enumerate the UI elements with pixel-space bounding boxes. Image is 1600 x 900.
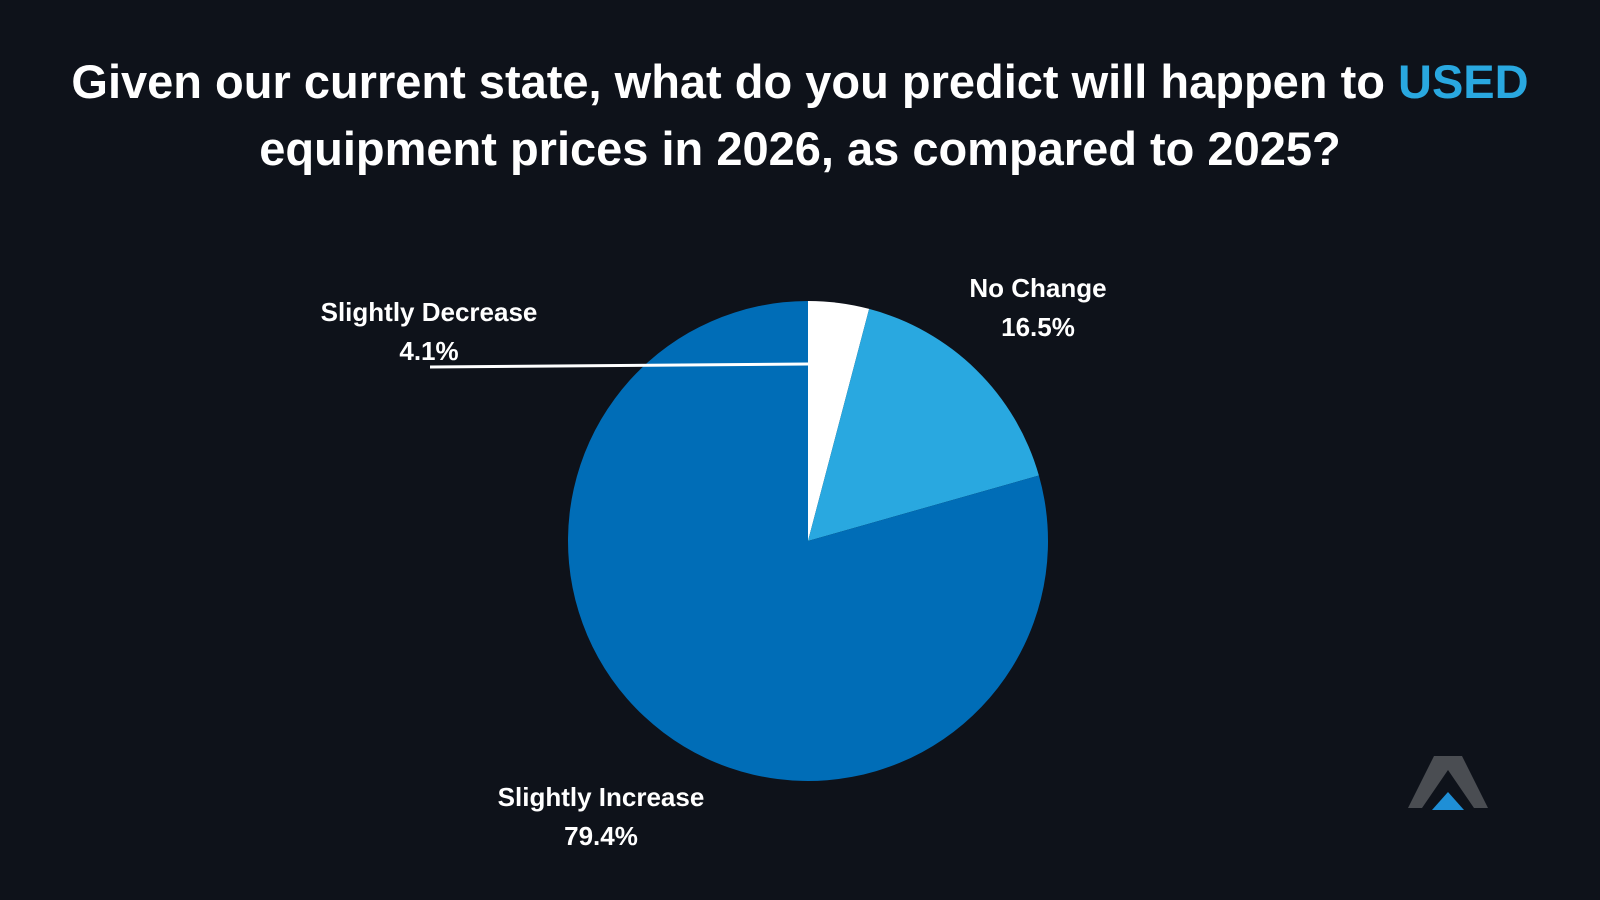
logo-inner-peak bbox=[1432, 792, 1464, 810]
chart-title: Given our current state, what do you pre… bbox=[60, 48, 1540, 182]
pie-slice-slightly-decrease bbox=[808, 301, 870, 541]
leader-line-slightly-decrease bbox=[429, 362, 809, 369]
logo-outer-peak bbox=[1408, 756, 1488, 808]
label-no-change-value: 16.5% bbox=[1001, 312, 1075, 342]
pie-slice-slightly-increase bbox=[568, 301, 1049, 781]
title-part-1: Given our current state, what do you pre… bbox=[71, 55, 1398, 108]
title-highlight: USED bbox=[1398, 55, 1529, 108]
mountain-peak-icon bbox=[1408, 756, 1488, 810]
pie-slices bbox=[568, 301, 1049, 781]
label-no-change-name: No Change bbox=[969, 273, 1106, 303]
label-slightly-increase-name: Slightly Increase bbox=[498, 782, 705, 812]
label-slightly-increase-value: 79.4% bbox=[564, 821, 638, 851]
title-part-2: equipment prices in 2026, as compared to… bbox=[259, 122, 1341, 175]
label-slightly-decrease-value: 4.1% bbox=[399, 336, 458, 366]
pie-slice-no-change bbox=[808, 308, 1039, 541]
label-slightly-decrease-name: Slightly Decrease bbox=[321, 297, 538, 327]
slice-labels: Slightly Decrease 4.1% No Change 16.5% S… bbox=[321, 273, 1107, 851]
